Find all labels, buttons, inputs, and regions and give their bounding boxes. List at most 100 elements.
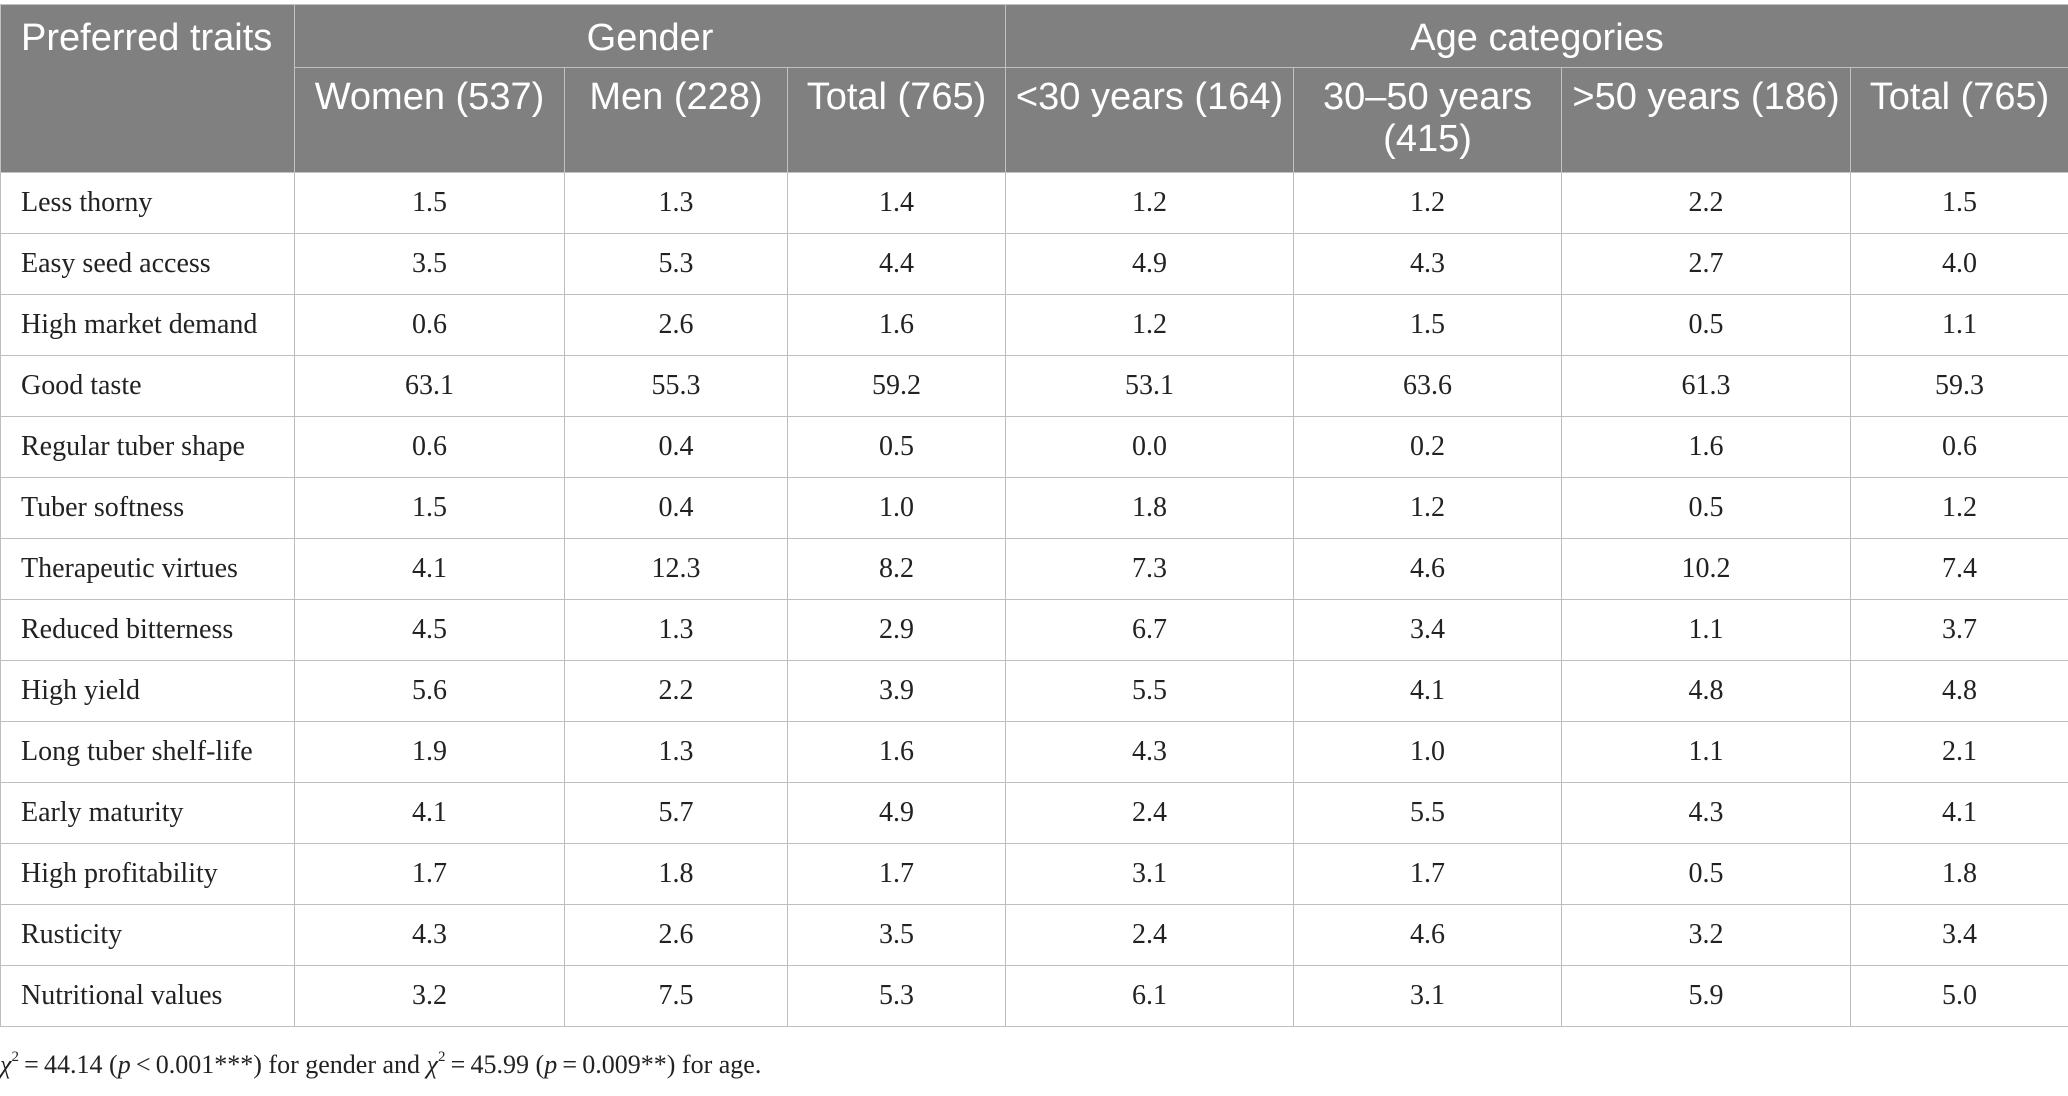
trait-name-cell: Regular tuber shape [0, 416, 295, 478]
value-cell-under-30: 3.1 [1005, 843, 1295, 905]
value-cell-under-30: 2.4 [1005, 782, 1295, 844]
value-cell-30-to-50: 63.6 [1293, 355, 1563, 417]
table-row: Regular tuber shape 0.6 0.4 0.5 0.0 0.2 1.6 0.6 [0, 416, 2068, 478]
value-cell-under-30: 4.9 [1005, 233, 1295, 295]
value-cell-age-total: 4.8 [1850, 660, 2068, 722]
chi-symbol: χ [426, 1050, 438, 1079]
value-cell-gender-total: 1.4 [786, 172, 1007, 234]
value-cell-gender-total: 2.9 [786, 599, 1007, 661]
table-row: Reduced bitterness 4.5 1.3 2.9 6.7 3.4 1.1 3.7 [0, 599, 2068, 661]
trait-name-cell: High profitability [0, 843, 295, 905]
value-cell-women: 1.5 [294, 477, 565, 539]
column-header-gender-total: Total (765) [786, 67, 1007, 173]
value-cell-women: 1.7 [294, 843, 565, 905]
column-header-men: Men (228) [564, 67, 788, 173]
trait-name-cell: Nutritional values [0, 965, 295, 1027]
column-header-over-50: >50 years (186) [1561, 67, 1852, 173]
value-cell-gender-total: 5.3 [786, 965, 1007, 1027]
value-cell-30-to-50: 0.2 [1293, 416, 1563, 478]
value-cell-men: 5.7 [564, 782, 788, 844]
value-cell-30-to-50: 4.6 [1293, 904, 1563, 966]
value-cell-men: 2.6 [564, 294, 788, 356]
table-row: Nutritional values 3.2 7.5 5.3 6.1 3.1 5.9 5.0 [0, 965, 2068, 1027]
value-cell-men: 7.5 [564, 965, 788, 1027]
table-body: Less thorny 1.5 1.3 1.4 1.2 1.2 2.2 1.5 Easy see… [0, 172, 2068, 1027]
value-cell-women: 3.5 [294, 233, 565, 295]
value-cell-women: 3.2 [294, 965, 565, 1027]
age-chi-value: = 45.99 ( [445, 1050, 545, 1079]
value-cell-age-total: 2.1 [1850, 721, 2068, 783]
value-cell-under-30: 7.3 [1005, 538, 1295, 600]
value-cell-over-50: 4.8 [1561, 660, 1852, 722]
trait-name-cell: Less thorny [0, 172, 295, 234]
p-symbol: p [544, 1050, 558, 1079]
preferred-traits-header: Preferred traits [0, 4, 295, 173]
value-cell-30-to-50: 1.2 [1293, 477, 1563, 539]
table-row: Less thorny 1.5 1.3 1.4 1.2 1.2 2.2 1.5 [0, 172, 2068, 234]
value-cell-gender-total: 1.0 [786, 477, 1007, 539]
value-cell-women: 4.1 [294, 782, 565, 844]
value-cell-women: 0.6 [294, 416, 565, 478]
p-symbol: p [117, 1050, 131, 1079]
trait-name-cell: Reduced bitterness [0, 599, 295, 661]
value-cell-under-30: 2.4 [1005, 904, 1295, 966]
value-cell-over-50: 1.1 [1561, 721, 1852, 783]
value-cell-men: 5.3 [564, 233, 788, 295]
value-cell-over-50: 2.7 [1561, 233, 1852, 295]
table-row: Easy seed access 3.5 5.3 4.4 4.9 4.3 2.7 4.0 [0, 233, 2068, 295]
gender-group-header: Gender [293, 4, 1007, 68]
column-header-women: Women (537) [294, 67, 565, 173]
table-row: Early maturity 4.1 5.7 4.9 2.4 5.5 4.3 4.1 [0, 782, 2068, 844]
value-cell-age-total: 0.6 [1850, 416, 2068, 478]
value-cell-over-50: 5.9 [1561, 965, 1852, 1027]
trait-name-cell: Tuber softness [0, 477, 295, 539]
value-cell-gender-total: 1.6 [786, 294, 1007, 356]
value-cell-gender-total: 4.9 [786, 782, 1007, 844]
value-cell-women: 5.6 [294, 660, 565, 722]
value-cell-over-50: 1.6 [1561, 416, 1852, 478]
value-cell-age-total: 1.5 [1850, 172, 2068, 234]
value-cell-men: 0.4 [564, 416, 788, 478]
value-cell-gender-total: 3.9 [786, 660, 1007, 722]
value-cell-gender-total: 3.5 [786, 904, 1007, 966]
age-group-header: Age categories [1005, 4, 2068, 68]
value-cell-over-50: 1.1 [1561, 599, 1852, 661]
value-cell-women: 4.3 [294, 904, 565, 966]
value-cell-gender-total: 8.2 [786, 538, 1007, 600]
value-cell-age-total: 5.0 [1850, 965, 2068, 1027]
value-cell-30-to-50: 3.1 [1293, 965, 1563, 1027]
gender-p-value: < 0.001***) for gender and [130, 1050, 427, 1079]
value-cell-age-total: 4.1 [1850, 782, 2068, 844]
table-header: Preferred traits Gender Age categories W… [0, 4, 2068, 173]
table-row: High profitability 1.7 1.8 1.7 3.1 1.7 0.5 1.8 [0, 843, 2068, 905]
value-cell-age-total: 4.0 [1850, 233, 2068, 295]
value-cell-30-to-50: 4.1 [1293, 660, 1563, 722]
value-cell-women: 63.1 [294, 355, 565, 417]
value-cell-under-30: 1.2 [1005, 294, 1295, 356]
value-cell-women: 1.9 [294, 721, 565, 783]
value-cell-over-50: 61.3 [1561, 355, 1852, 417]
value-cell-men: 1.3 [564, 599, 788, 661]
value-cell-under-30: 6.1 [1005, 965, 1295, 1027]
value-cell-age-total: 3.7 [1850, 599, 2068, 661]
value-cell-women: 4.1 [294, 538, 565, 600]
column-header-age-total: Total (765) [1850, 67, 2068, 173]
value-cell-under-30: 1.8 [1005, 477, 1295, 539]
header-subgroup-row: Women (537) Men (228) Total (765) <30 ye… [1, 67, 2068, 173]
value-cell-under-30: 0.0 [1005, 416, 1295, 478]
value-cell-men: 55.3 [564, 355, 788, 417]
table-row: High yield 5.6 2.2 3.9 5.5 4.1 4.8 4.8 [0, 660, 2068, 722]
header-group-row: Preferred traits Gender Age categories [0, 4, 2068, 173]
table-row: Long tuber shelf-life 1.9 1.3 1.6 4.3 1.0 1.1 2… [0, 721, 2068, 783]
value-cell-men: 12.3 [564, 538, 788, 600]
value-cell-over-50: 2.2 [1561, 172, 1852, 234]
table-row: Therapeutic virtues 4.1 12.3 8.2 7.3 4.6 10.2 7… [0, 538, 2068, 600]
value-cell-over-50: 4.3 [1561, 782, 1852, 844]
table-row: Tuber softness 1.5 0.4 1.0 1.8 1.2 0.5 1.2 [0, 477, 2068, 539]
value-cell-men: 1.8 [564, 843, 788, 905]
value-cell-gender-total: 1.6 [786, 721, 1007, 783]
trait-name-cell: Therapeutic virtues [0, 538, 295, 600]
chi-symbol: χ [0, 1050, 12, 1079]
value-cell-men: 1.3 [564, 721, 788, 783]
trait-name-cell: Rusticity [0, 904, 295, 966]
